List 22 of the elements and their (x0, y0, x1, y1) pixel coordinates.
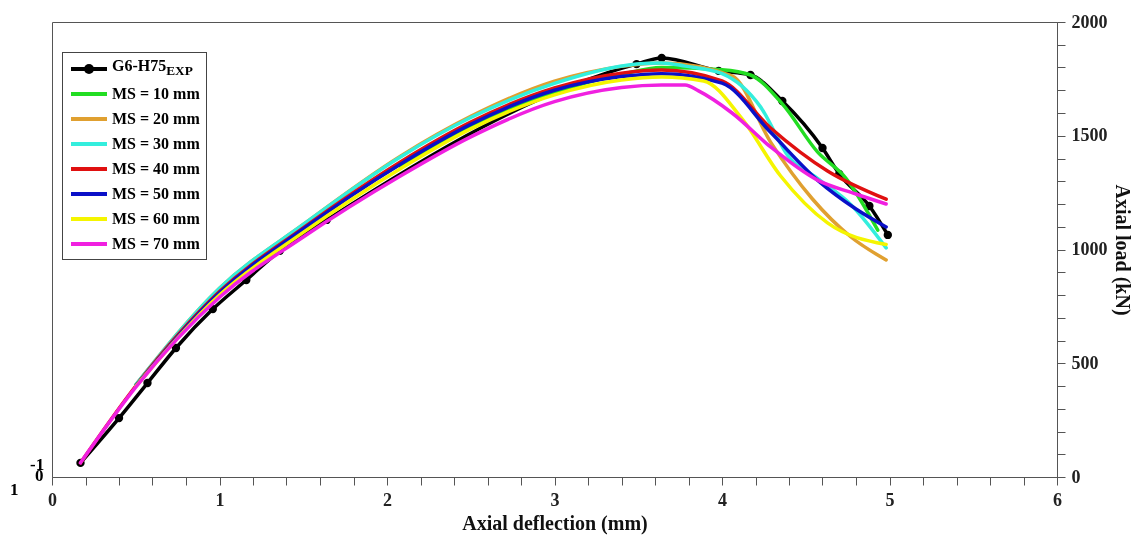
x-tick-label: 3 (550, 489, 560, 510)
x-tick-label: 2 (383, 489, 392, 510)
x-tick-label: 0 (48, 489, 57, 510)
legend-label: MS = 30 mm (112, 134, 200, 153)
x-tick-label: 5 (885, 489, 895, 510)
x-axis-title: Axial deflection (mm) (462, 511, 648, 535)
y-tick-label: 1500 (1071, 125, 1108, 146)
legend-label: MS = 10 mm (112, 84, 200, 103)
legend-label: G6-H75$_{EXP}$ (112, 57, 193, 80)
legend-label: MS = 70 mm (112, 234, 200, 253)
y-tick-label: 500 (1071, 352, 1099, 373)
y-tick-label: 2000 (1071, 11, 1108, 32)
legend-label: MS = 50 mm (112, 184, 200, 203)
x-tick-label: 4 (718, 489, 727, 510)
y-tick-label: 1000 (1071, 239, 1108, 259)
legend-label: MS = 20 mm (112, 109, 200, 128)
legend-label: MS = 40 mm (112, 159, 200, 178)
y-axis-title: Axial load (kN) (1110, 184, 1134, 316)
x-tick-label: 6 (1053, 489, 1062, 510)
y-tick-label: 0 (1071, 466, 1081, 487)
legend-label: MS = 60 mm (112, 209, 200, 228)
x-tick-label: 1 (215, 489, 225, 510)
